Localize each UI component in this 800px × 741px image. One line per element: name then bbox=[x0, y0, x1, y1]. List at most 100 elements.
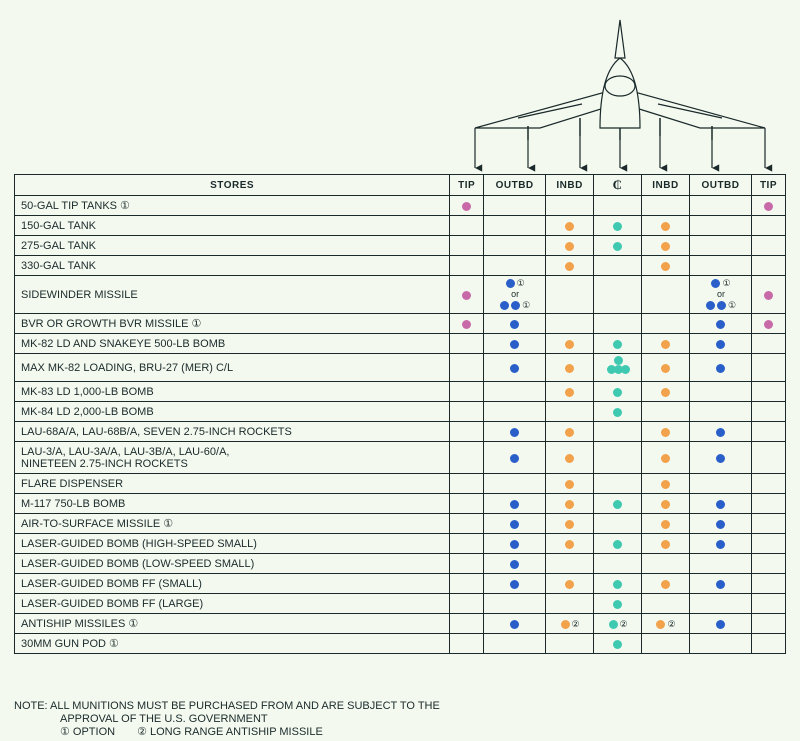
table-row: M-117 750-LB BOMB bbox=[15, 494, 786, 514]
marker-dot bbox=[462, 320, 471, 329]
station-cell bbox=[484, 382, 546, 402]
station-cell bbox=[690, 534, 752, 554]
cell-note: ② bbox=[572, 620, 580, 629]
station-cell bbox=[484, 216, 546, 236]
station-cell: ①or① bbox=[484, 276, 546, 314]
table-row: LASER-GUIDED BOMB (HIGH-SPEED SMALL) bbox=[15, 534, 786, 554]
marker-dot bbox=[661, 580, 670, 589]
station-cell bbox=[484, 256, 546, 276]
station-cell bbox=[450, 594, 484, 614]
marker-dot bbox=[510, 320, 519, 329]
store-label: 30MM GUN POD ① bbox=[15, 634, 450, 654]
col-inbd-left: INBD bbox=[546, 175, 594, 196]
station-cell bbox=[642, 382, 690, 402]
station-cell bbox=[450, 574, 484, 594]
station-cell bbox=[690, 196, 752, 216]
store-label: MK-84 LD 2,000-LB BOMB bbox=[15, 402, 450, 422]
station-cell bbox=[751, 554, 785, 574]
marker-dot bbox=[561, 620, 570, 629]
marker-dot bbox=[764, 320, 773, 329]
marker-dot bbox=[716, 340, 725, 349]
station-cell bbox=[546, 216, 594, 236]
station-cell bbox=[751, 314, 785, 334]
station-cell bbox=[546, 514, 594, 534]
station-cell bbox=[594, 514, 642, 534]
station-cell bbox=[546, 236, 594, 256]
station-cell bbox=[484, 554, 546, 574]
station-cell bbox=[450, 256, 484, 276]
marker-dot bbox=[565, 480, 574, 489]
station-cell bbox=[690, 614, 752, 634]
station-cell bbox=[690, 554, 752, 574]
station-cell bbox=[594, 594, 642, 614]
marker-dot bbox=[716, 320, 725, 329]
marker-dot bbox=[661, 480, 670, 489]
store-label: FLARE DISPENSER bbox=[15, 474, 450, 494]
station-cell bbox=[546, 276, 594, 314]
station-cell bbox=[450, 334, 484, 354]
marker-dot bbox=[764, 202, 773, 211]
marker-dot bbox=[613, 340, 622, 349]
marker-dot bbox=[716, 454, 725, 463]
station-cell bbox=[690, 382, 752, 402]
station-cell bbox=[450, 216, 484, 236]
store-label: 275-GAL TANK bbox=[15, 236, 450, 256]
station-cell bbox=[690, 442, 752, 474]
station-cell bbox=[690, 494, 752, 514]
station-cell bbox=[594, 554, 642, 574]
station-cell bbox=[484, 354, 546, 382]
station-cell bbox=[594, 494, 642, 514]
station-cell bbox=[484, 196, 546, 216]
store-label: 50-GAL TIP TANKS ① bbox=[15, 196, 450, 216]
station-cell bbox=[450, 422, 484, 442]
table-row: 50-GAL TIP TANKS ① bbox=[15, 196, 786, 216]
table-row: LASER-GUIDED BOMB FF (SMALL) bbox=[15, 574, 786, 594]
marker-dot bbox=[716, 428, 725, 437]
station-cell bbox=[751, 334, 785, 354]
station-cell bbox=[484, 334, 546, 354]
table-row: 330-GAL TANK bbox=[15, 256, 786, 276]
station-cell bbox=[546, 402, 594, 422]
station-cell bbox=[690, 216, 752, 236]
station-cell bbox=[450, 354, 484, 382]
station-cell bbox=[642, 554, 690, 574]
store-label: LASER-GUIDED BOMB FF (SMALL) bbox=[15, 574, 450, 594]
marker-dot bbox=[613, 640, 622, 649]
station-cell bbox=[594, 474, 642, 494]
station-cell bbox=[751, 494, 785, 514]
station-cell bbox=[594, 534, 642, 554]
station-cell bbox=[751, 256, 785, 276]
store-label: 330-GAL TANK bbox=[15, 256, 450, 276]
station-cell bbox=[642, 574, 690, 594]
stores-loadout-page: STORES TIP OUTBD INBD ₵ INBD OUTBD TIP 5… bbox=[0, 0, 800, 741]
marker-dot bbox=[661, 242, 670, 251]
station-cell bbox=[751, 196, 785, 216]
marker-dot bbox=[716, 620, 725, 629]
marker-dot bbox=[511, 301, 520, 310]
marker-dot bbox=[614, 356, 623, 365]
marker-dot bbox=[565, 242, 574, 251]
col-tip-right: TIP bbox=[751, 175, 785, 196]
marker-dot bbox=[565, 222, 574, 231]
header-row: STORES TIP OUTBD INBD ₵ INBD OUTBD TIP bbox=[15, 175, 786, 196]
marker-dot bbox=[510, 454, 519, 463]
station-cell bbox=[751, 354, 785, 382]
marker-dot bbox=[510, 520, 519, 529]
table-row: MK-83 LD 1,000-LB BOMB bbox=[15, 382, 786, 402]
store-label: MK-82 LD AND SNAKEYE 500-LB BOMB bbox=[15, 334, 450, 354]
store-label: LASER-GUIDED BOMB FF (LARGE) bbox=[15, 594, 450, 614]
station-cell bbox=[751, 422, 785, 442]
station-cell bbox=[642, 634, 690, 654]
station-cell bbox=[751, 216, 785, 236]
marker-dot bbox=[510, 500, 519, 509]
col-stores: STORES bbox=[15, 175, 450, 196]
station-cell bbox=[690, 354, 752, 382]
station-cell bbox=[690, 236, 752, 256]
marker-dot bbox=[716, 580, 725, 589]
store-label: LAU-3/A, LAU-3A/A, LAU-3B/A, LAU-60/A,NI… bbox=[15, 442, 450, 474]
station-cell bbox=[642, 474, 690, 494]
marker-dot bbox=[613, 600, 622, 609]
footnote-line3: ① OPTION ② LONG RANGE ANTISHIP MISSILE bbox=[14, 726, 440, 739]
station-cell bbox=[594, 402, 642, 422]
station-cell bbox=[594, 442, 642, 474]
